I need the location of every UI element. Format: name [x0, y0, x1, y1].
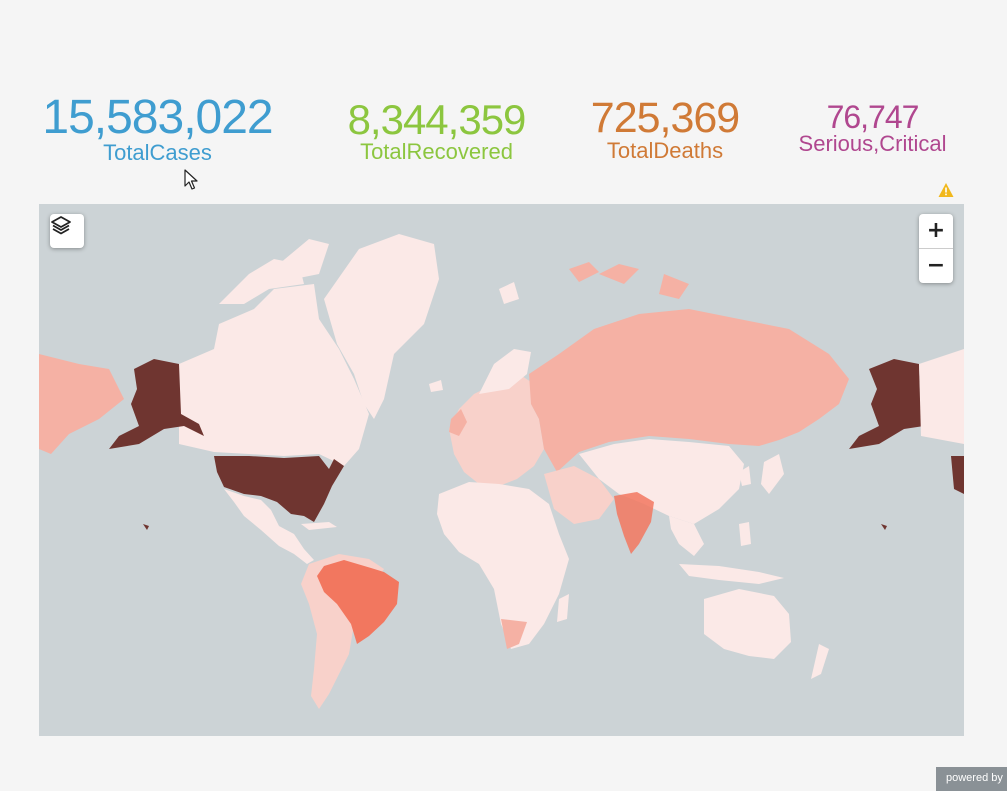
russia-islands-2 [659, 274, 689, 299]
total-recovered-value: 8,344,359 [347, 96, 527, 143]
iceland [429, 380, 443, 392]
total-deaths-stat: 725,369 TotalDeaths [575, 97, 755, 162]
uk [449, 409, 467, 436]
zoom-in-button[interactable]: + [926, 218, 946, 243]
zoom-control: + − [919, 214, 953, 283]
africa [437, 482, 569, 649]
canada [179, 284, 369, 466]
korea [739, 466, 751, 486]
total-cases-value: 15,583,022 [42, 91, 273, 144]
china-asia [579, 439, 744, 524]
mouse-cursor-icon [184, 169, 198, 190]
hawaii-wrap [881, 524, 887, 530]
canada-islands-2 [279, 239, 329, 279]
layers-button[interactable] [50, 214, 84, 248]
philippines [739, 522, 751, 546]
cuba [301, 522, 337, 530]
canada-islands [219, 259, 304, 304]
total-deaths-label: TotalDeaths [606, 138, 724, 163]
canada-wrap [919, 349, 964, 444]
usa-wrap [951, 456, 964, 494]
southeast-asia [669, 516, 704, 556]
scandinavia [479, 349, 531, 394]
madagascar [557, 594, 569, 622]
middle-east [544, 466, 614, 524]
russia-islands-3 [569, 262, 599, 282]
total-recovered-stat: 8,344,359 TotalRecovered [330, 99, 543, 163]
australia [704, 589, 791, 659]
zoom-out-button[interactable]: − [919, 248, 953, 283]
powered-by-badge[interactable]: powered by [936, 767, 1007, 791]
india [614, 492, 654, 554]
mexico [224, 489, 314, 564]
brazil [317, 560, 399, 644]
russia-islands [599, 264, 639, 284]
russia-wrap [39, 354, 124, 454]
greenland [324, 234, 439, 419]
layers-icon [51, 216, 71, 235]
serious-critical-value: 76,747 [826, 99, 920, 135]
total-cases-stat: 15,583,022 TotalCases [30, 94, 285, 164]
total-recovered-label: TotalRecovered [360, 139, 513, 164]
japan [761, 454, 784, 494]
south-africa [501, 619, 527, 649]
svalbard [499, 282, 519, 304]
total-deaths-value: 725,369 [590, 94, 740, 142]
warning-icon[interactable] [938, 182, 954, 198]
alaska [109, 359, 204, 449]
new-zealand [811, 644, 829, 679]
indonesia [679, 564, 784, 584]
serious-critical-label: Serious,Critical [798, 131, 947, 156]
serious-critical-stat: 76,747 Serious,Critical [782, 101, 963, 155]
world-map[interactable]: + − [39, 204, 964, 736]
total-cases-label: TotalCases [103, 140, 212, 165]
russia [529, 309, 849, 472]
hawaii [143, 524, 149, 530]
usa [214, 456, 344, 522]
world-map-canvas [39, 234, 964, 709]
europe [449, 374, 544, 486]
alaska-wrap [849, 359, 944, 449]
